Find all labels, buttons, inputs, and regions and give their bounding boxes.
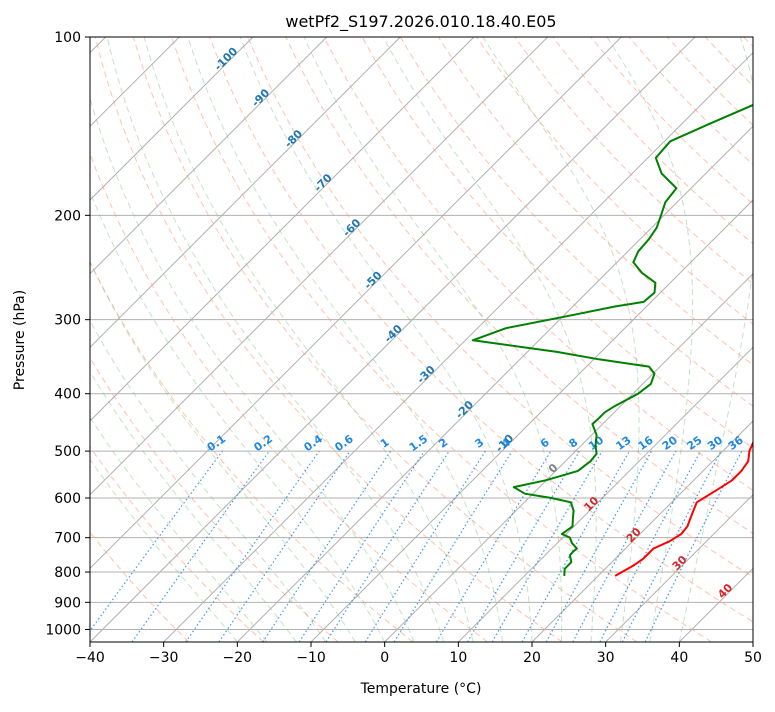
y-tick-label: 200 [54, 208, 81, 224]
x-tick-label: −10 [296, 650, 326, 666]
x-tick-label: 0 [380, 650, 389, 666]
y-tick-label: 600 [54, 491, 81, 507]
x-axis-label: Temperature (°C) [360, 681, 482, 697]
x-tick-label: 30 [597, 650, 615, 666]
y-tick-label: 500 [54, 444, 81, 460]
x-tick-label: 40 [670, 650, 688, 666]
y-tick-label: 800 [54, 565, 81, 581]
y-tick-label: 100 [54, 30, 81, 46]
x-tick-label: −30 [149, 650, 179, 666]
y-tick-label: 400 [54, 387, 81, 403]
y-tick-label: 1000 [45, 622, 81, 638]
y-axis-label: Pressure (hPa) [12, 290, 28, 390]
chart-title: wetPf2_S197.2026.010.18.40.E05 [285, 12, 556, 32]
x-tick-label: 20 [523, 650, 541, 666]
y-tick-label: 300 [54, 313, 81, 329]
y-tick-label: 900 [54, 595, 81, 611]
x-tick-label: 50 [744, 650, 762, 666]
x-tick-label: −40 [75, 650, 105, 666]
x-tick-label: 10 [449, 650, 467, 666]
y-tick-label: 700 [54, 531, 81, 547]
x-tick-label: −20 [223, 650, 253, 666]
